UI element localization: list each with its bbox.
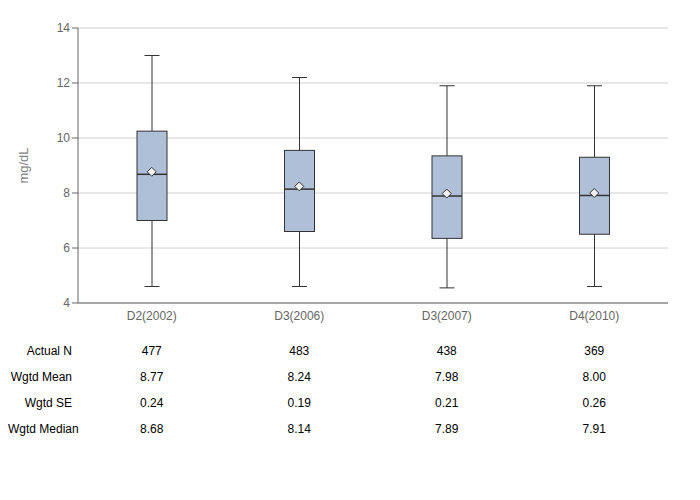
svg-text:D4(2010): D4(2010) bbox=[569, 309, 619, 323]
html-text:7.98: 7.98 bbox=[435, 370, 459, 384]
svg-text:D3(2007): D3(2007) bbox=[422, 309, 472, 323]
html-text:369: 369 bbox=[584, 344, 605, 358]
svg-text:mg/dL: mg/dL bbox=[16, 147, 31, 183]
html-text:Wgtd Median: Wgtd Median bbox=[8, 422, 79, 436]
svg-text:D3(2006): D3(2006) bbox=[274, 309, 324, 323]
html-text:8.14: 8.14 bbox=[287, 422, 311, 436]
html-text:7.91: 7.91 bbox=[582, 422, 606, 436]
svg-text:10: 10 bbox=[57, 131, 71, 145]
html-text:438: 438 bbox=[436, 344, 457, 358]
html-text:483: 483 bbox=[289, 344, 310, 358]
html-text:7.89: 7.89 bbox=[435, 422, 459, 436]
html-text:8.00: 8.00 bbox=[582, 370, 606, 384]
html-text:Actual N: Actual N bbox=[26, 344, 72, 358]
html-text:8.77: 8.77 bbox=[140, 370, 164, 384]
svg-text:8: 8 bbox=[63, 186, 70, 200]
html-text:Wgtd SE: Wgtd SE bbox=[24, 396, 72, 410]
svg-text:D2(2002): D2(2002) bbox=[127, 309, 177, 323]
html-text:Wgtd Mean: Wgtd Mean bbox=[10, 370, 72, 384]
html-text:8.68: 8.68 bbox=[140, 422, 164, 436]
html-text:0.19: 0.19 bbox=[287, 396, 311, 410]
html-text:0.26: 0.26 bbox=[582, 396, 606, 410]
html-text:8.24: 8.24 bbox=[287, 370, 311, 384]
html-text:0.21: 0.21 bbox=[435, 396, 459, 410]
html-text:0.24: 0.24 bbox=[140, 396, 164, 410]
html-text:477: 477 bbox=[141, 344, 162, 358]
svg-text:14: 14 bbox=[57, 21, 71, 35]
svg-text:4: 4 bbox=[63, 296, 70, 310]
svg-text:12: 12 bbox=[57, 76, 71, 90]
svg-text:6: 6 bbox=[63, 241, 70, 255]
